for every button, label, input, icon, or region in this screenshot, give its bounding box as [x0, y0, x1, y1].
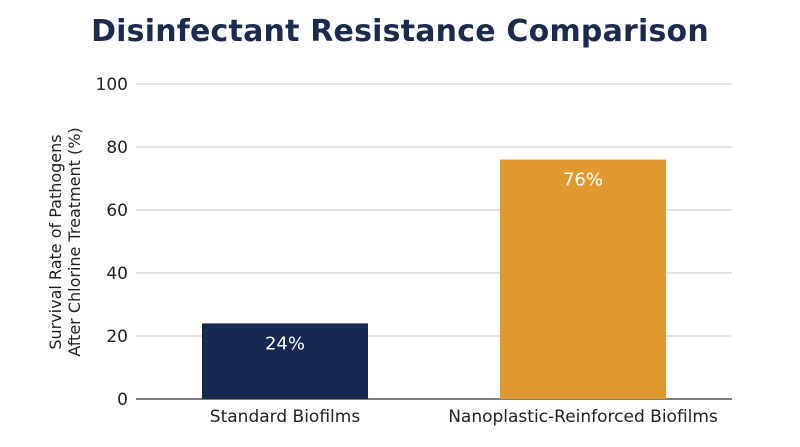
bar [202, 323, 368, 399]
chart-title: Disinfectant Resistance Comparison [91, 14, 709, 49]
bar-data-label: 76% [563, 170, 603, 191]
y-tick-label: 40 [106, 264, 128, 284]
bar [500, 159, 666, 399]
y-tick-label: 0 [117, 390, 128, 410]
y-tick-label: 100 [96, 75, 128, 95]
x-tick-label: Standard Biofilms [210, 407, 361, 427]
y-tick-label: 20 [106, 327, 128, 347]
bar-data-label: 24% [265, 333, 305, 354]
x-tick-label: Nanoplastic-Reinforced Biofilms [448, 407, 718, 427]
y-tick-label: 60 [106, 201, 128, 221]
y-tick-label: 80 [106, 138, 128, 158]
